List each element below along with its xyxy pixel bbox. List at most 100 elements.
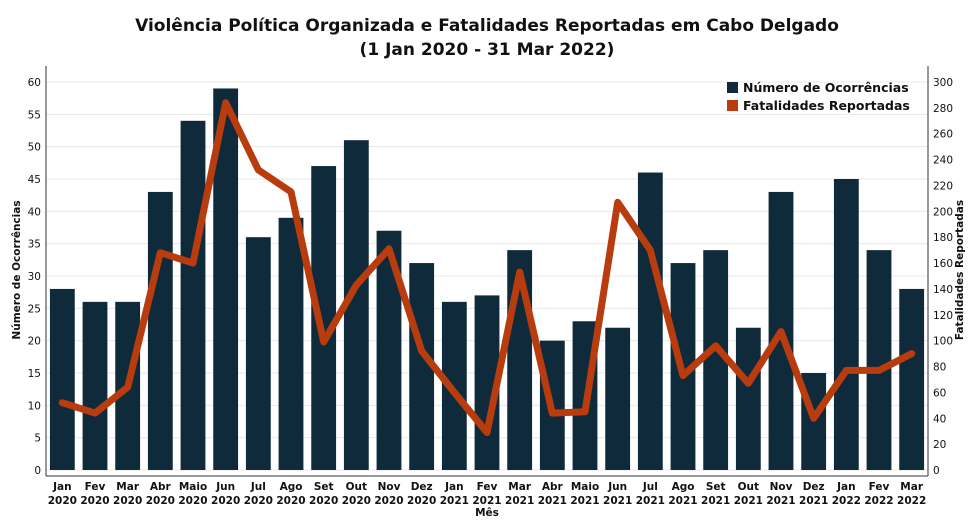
x-tick-month-11: Dez	[411, 481, 433, 493]
y-tick-label-8: 40	[28, 206, 41, 218]
y-tick-label-11: 55	[28, 109, 41, 121]
y2-tick-label-1: 20	[933, 439, 946, 451]
x-tick-month-10: Nov	[378, 481, 401, 493]
bar-25	[866, 250, 892, 470]
x-tick-year-10: 2020	[374, 495, 403, 507]
y2-tick-label-0: 0	[933, 465, 940, 477]
x-tick-month-8: Set	[314, 481, 334, 493]
x-tick-month-0: Jan	[52, 481, 71, 493]
x-tick-year-22: 2021	[766, 495, 795, 507]
y2-axis-label: Fatalidades Reportadas	[954, 200, 966, 340]
x-tick-year-23: 2021	[799, 495, 828, 507]
x-tick-month-23: Dez	[803, 481, 825, 493]
y2-tick-label-6: 120	[933, 310, 953, 322]
x-tick-month-16: Maio	[571, 481, 599, 493]
legend-label-ocorrencias: Número de Ocorrências	[743, 80, 909, 95]
x-tick-month-20: Set	[706, 481, 726, 493]
y-tick-label-5: 25	[28, 303, 41, 315]
x-tick-year-16: 2021	[570, 495, 599, 507]
x-tick-year-8: 2020	[309, 495, 338, 507]
x-tick-month-25: Fev	[869, 481, 890, 493]
x-tick-year-21: 2021	[734, 495, 763, 507]
bar-1	[82, 301, 108, 470]
x-tick-year-11: 2020	[407, 495, 436, 507]
y-tick-label-10: 50	[28, 142, 41, 154]
y-axis-right-ticks: 0 20 40 60 80 100 120 140 160 180 200 220 240 260 280 3…	[933, 77, 953, 477]
x-tick-month-22: Nov	[770, 481, 793, 493]
y-tick-label-9: 45	[28, 174, 41, 186]
x-tick-month-15: Abr	[542, 481, 564, 493]
y2-tick-label-13: 260	[933, 129, 953, 141]
x-tick-year-17: 2021	[603, 495, 632, 507]
legend-swatch-ocorrencias	[727, 82, 738, 93]
legend-swatch-fatalidades	[727, 100, 738, 111]
x-tick-month-2: Mar	[116, 481, 140, 493]
x-tick-year-26: 2022	[897, 495, 926, 507]
legend-label-fatalidades: Fatalidades Reportadas	[743, 98, 910, 113]
bar-6	[245, 237, 271, 470]
y-tick-label-1: 5	[34, 433, 41, 445]
x-tick-year-5: 2020	[211, 495, 240, 507]
y2-tick-label-8: 160	[933, 258, 953, 270]
y2-tick-label-12: 240	[933, 155, 953, 167]
x-tick-year-20: 2021	[701, 495, 730, 507]
x-tick-month-4: Maio	[179, 481, 207, 493]
x-tick-year-13: 2021	[472, 495, 501, 507]
x-tick-month-6: Jul	[250, 481, 266, 493]
y2-tick-label-7: 140	[933, 284, 953, 296]
x-tick-month-3: Abr	[150, 481, 172, 493]
y2-tick-label-9: 180	[933, 232, 953, 244]
x-tick-month-5: Jun	[215, 481, 235, 493]
y2-tick-label-3: 60	[933, 387, 946, 399]
line-series-fatalidades	[58, 99, 916, 436]
bar-24	[833, 179, 859, 470]
x-axis-ticks: Jan 2020 Fev 2020 Mar 2020 Abr 2020 Maio 2020 Jun 2…	[48, 481, 927, 507]
x-tick-year-19: 2021	[668, 495, 697, 507]
x-tick-month-21: Out	[738, 481, 759, 493]
x-tick-month-24: Jan	[836, 481, 855, 493]
x-tick-month-14: Mar	[508, 481, 532, 493]
x-tick-month-17: Jun	[607, 481, 627, 493]
y2-tick-label-5: 100	[933, 336, 953, 348]
x-tick-month-12: Jan	[444, 481, 463, 493]
x-tick-year-9: 2020	[342, 495, 371, 507]
x-tick-year-4: 2020	[178, 495, 207, 507]
x-tick-year-25: 2022	[864, 495, 893, 507]
x-tick-year-24: 2022	[832, 495, 861, 507]
x-tick-month-13: Fev	[477, 481, 498, 493]
x-tick-year-3: 2020	[146, 495, 175, 507]
x-tick-year-1: 2020	[80, 495, 109, 507]
y-tick-label-7: 35	[28, 239, 41, 251]
x-tick-year-2: 2020	[113, 495, 142, 507]
y2-tick-label-14: 280	[933, 103, 953, 115]
bar-17	[605, 327, 631, 470]
x-tick-year-12: 2021	[440, 495, 469, 507]
x-tick-year-7: 2020	[276, 495, 305, 507]
bar-series	[49, 88, 925, 471]
y-tick-label-4: 20	[28, 336, 41, 348]
y2-tick-label-15: 300	[933, 77, 953, 89]
y2-tick-label-10: 200	[933, 206, 953, 218]
x-tick-year-0: 2020	[48, 495, 77, 507]
y-tick-label-2: 10	[28, 400, 41, 412]
chart-title: Violência Política Organizada e Fatalida…	[135, 16, 839, 36]
bar-4	[180, 120, 206, 471]
bar-18	[637, 172, 663, 471]
x-tick-year-15: 2021	[538, 495, 567, 507]
y-tick-label-12: 60	[28, 77, 41, 89]
x-tick-month-26: Mar	[900, 481, 924, 493]
bar-7	[278, 217, 304, 470]
legend: Número de Ocorrências Fatalidades Report…	[727, 80, 910, 113]
y-tick-label-6: 30	[28, 271, 41, 283]
x-tick-month-7: Ago	[280, 481, 303, 493]
bar-0	[49, 288, 75, 470]
bar-21	[735, 327, 761, 470]
x-tick-month-9: Out	[346, 481, 367, 493]
y2-tick-label-2: 40	[933, 413, 946, 425]
bar-3	[147, 191, 173, 470]
y-tick-label-3: 15	[28, 368, 41, 380]
chart-subtitle: (1 Jan 2020 - 31 Mar 2022)	[360, 40, 615, 60]
x-tick-month-19: Ago	[672, 481, 695, 493]
y2-tick-label-11: 220	[933, 180, 953, 192]
